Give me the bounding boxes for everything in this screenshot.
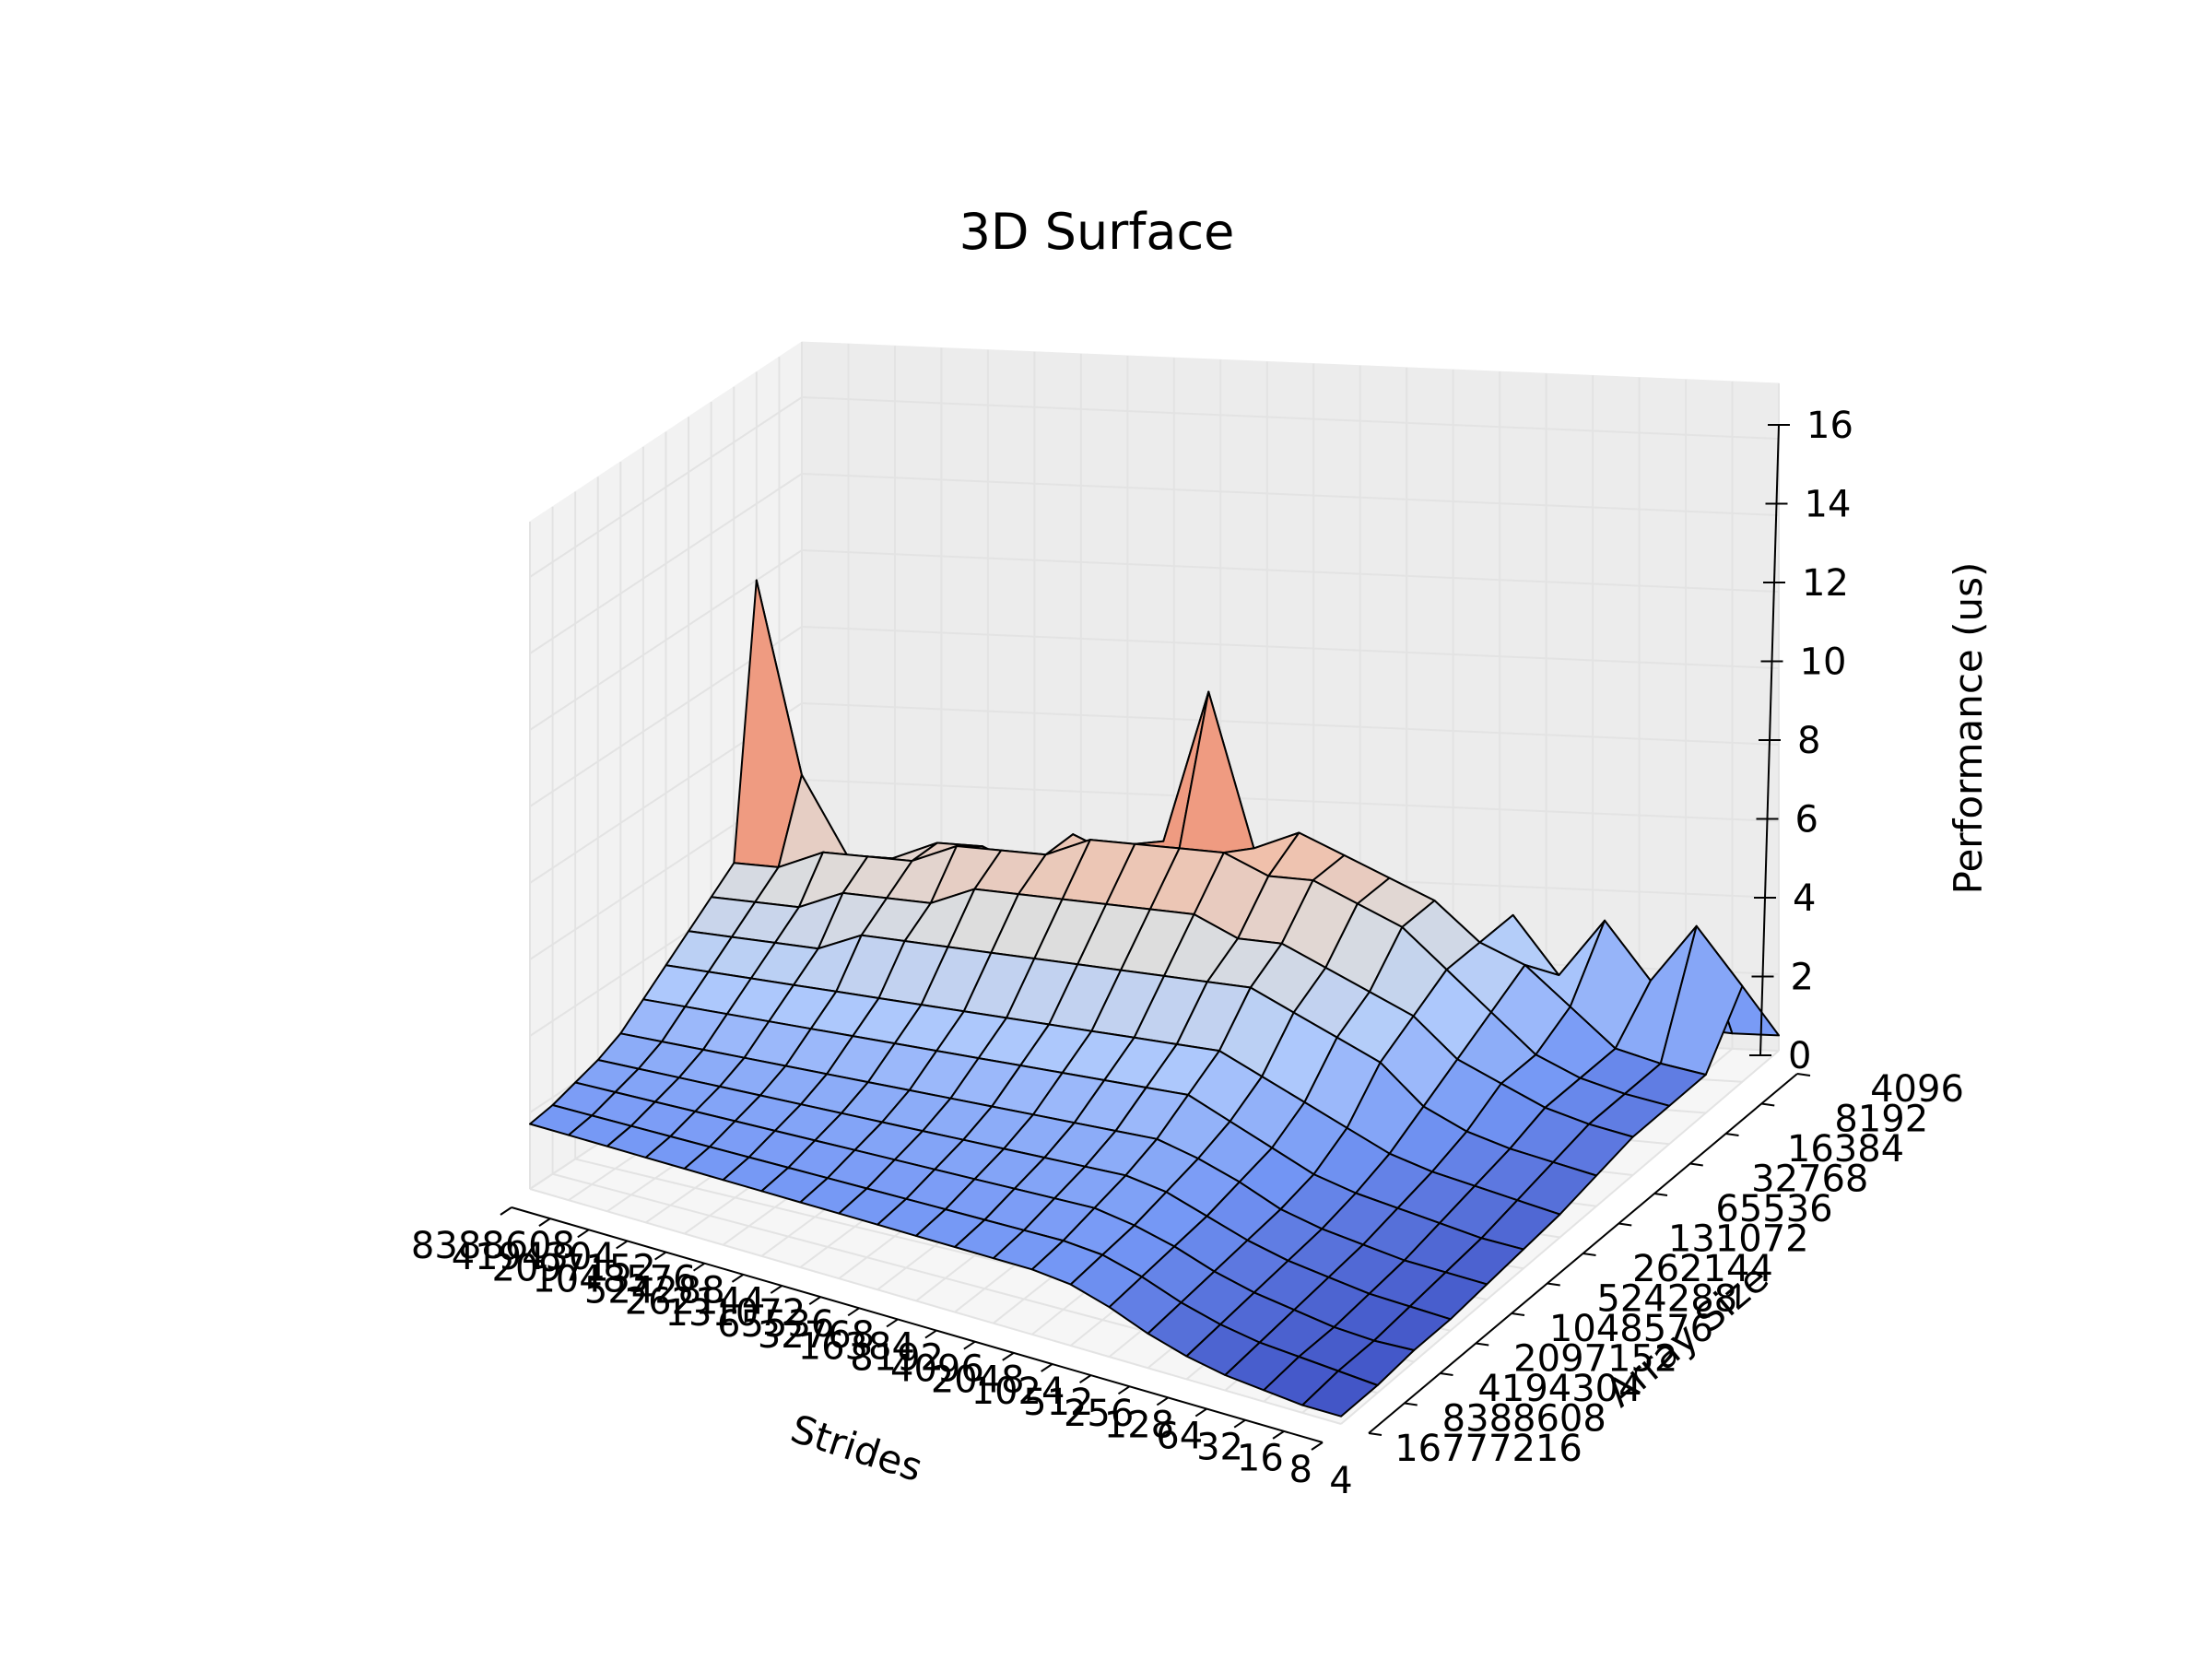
x-tick-label: 2048 xyxy=(931,1359,1025,1402)
y-tick xyxy=(1583,1253,1596,1256)
x-tick xyxy=(1117,1385,1131,1395)
x-tick-label: 262144 xyxy=(625,1281,766,1324)
x-tick xyxy=(692,1262,706,1272)
z-tick-label: 8 xyxy=(1797,720,1820,762)
x-tick-label: 4 xyxy=(1329,1460,1352,1502)
z-axis-label: Performance (us) xyxy=(1946,562,1991,895)
y-tick xyxy=(1725,1133,1739,1136)
x-tick xyxy=(577,1229,590,1239)
z-tick-label: 14 xyxy=(1805,484,1852,526)
x-tick-label: 2097152 xyxy=(492,1247,656,1289)
x-tick-label: 1024 xyxy=(971,1371,1065,1413)
x-tick xyxy=(1233,1418,1246,1429)
axes: 0246810121416838860841943042097152104857… xyxy=(411,405,1964,1502)
x-tick xyxy=(1079,1374,1092,1383)
x-tick xyxy=(616,1240,629,1250)
y-tick-label: 1048576 xyxy=(1549,1308,1713,1350)
x-tick-label: 128 xyxy=(1104,1404,1174,1446)
x-tick-label: 131072 xyxy=(665,1292,806,1335)
y-tick xyxy=(1404,1402,1418,1406)
y-tick-label: 16777216 xyxy=(1394,1428,1583,1470)
y-tick-label: 262144 xyxy=(1632,1248,1773,1290)
y-tick xyxy=(1476,1342,1489,1347)
back-grid-line xyxy=(801,396,1780,440)
back-grid-line xyxy=(801,473,1780,516)
y-tick xyxy=(1761,1102,1775,1107)
x-tick-label: 8388608 xyxy=(411,1225,575,1267)
x-tick xyxy=(1041,1363,1053,1372)
x-tick-label: 8 xyxy=(1288,1449,1312,1491)
x-tick xyxy=(886,1318,899,1328)
z-tick-label: 16 xyxy=(1806,405,1853,447)
x-tick-label: 8192 xyxy=(850,1336,944,1379)
x-tick-label: 32768 xyxy=(758,1314,875,1357)
x-tick xyxy=(924,1329,937,1339)
x-tick-label: 1048576 xyxy=(532,1258,696,1300)
y-tick-label: 131072 xyxy=(1668,1218,1809,1261)
z-tick-label: 10 xyxy=(1800,641,1847,684)
x-tick xyxy=(808,1296,821,1305)
y-tick-label: 4194304 xyxy=(1477,1368,1641,1410)
x-tick-label: 64 xyxy=(1156,1415,1203,1457)
y-tick-label: 32768 xyxy=(1751,1159,1868,1201)
z-tick-label: 2 xyxy=(1791,957,1814,999)
x-tick xyxy=(963,1340,976,1350)
y-tick xyxy=(1368,1432,1382,1436)
x-tick-label: 16384 xyxy=(798,1325,915,1368)
y-tick-label: 16384 xyxy=(1787,1128,1904,1171)
x-axis-label: Strides xyxy=(785,1406,927,1490)
x-tick-label: 524288 xyxy=(584,1270,725,1312)
back-grid-line xyxy=(801,779,1780,822)
y-tick-label: 2097152 xyxy=(1513,1338,1677,1381)
x-tick xyxy=(847,1307,860,1317)
surface-face xyxy=(1301,1370,1379,1418)
x-tick-label: 65536 xyxy=(717,1303,834,1346)
x-tick xyxy=(1272,1430,1285,1440)
y-tick xyxy=(1796,1073,1811,1077)
x-tick xyxy=(654,1251,667,1261)
chart-title: 3D Surface xyxy=(959,203,1235,261)
back-grid-line xyxy=(801,549,1780,593)
y-tick xyxy=(1618,1222,1632,1227)
x-tick xyxy=(538,1218,551,1227)
floor-grid-line xyxy=(529,1188,1342,1425)
x-tick xyxy=(1002,1352,1015,1361)
x-tick xyxy=(1156,1396,1169,1406)
x-tick-label: 32 xyxy=(1196,1427,1243,1469)
z-tick-label: 6 xyxy=(1795,799,1818,841)
y-tick-label: 4096 xyxy=(1870,1068,1964,1111)
x-tick xyxy=(731,1274,744,1283)
y-tick xyxy=(1440,1372,1453,1376)
z-tick-label: 0 xyxy=(1788,1035,1811,1077)
z-tick-label: 4 xyxy=(1793,877,1816,920)
side-grid-line xyxy=(529,396,803,578)
x-tick xyxy=(1194,1407,1207,1418)
x-tick-label: 4194304 xyxy=(452,1236,616,1278)
y-tick-label: 65536 xyxy=(1715,1188,1832,1230)
y-tick xyxy=(1547,1282,1560,1287)
side-grid-line xyxy=(529,473,803,654)
surface-mesh xyxy=(529,579,1780,1418)
x-tick-label: 4096 xyxy=(890,1348,984,1391)
x-tick xyxy=(500,1206,512,1216)
y-tick-label: 524288 xyxy=(1596,1278,1737,1321)
y-tick-label: 8388608 xyxy=(1442,1398,1606,1441)
y-tick-label: 8192 xyxy=(1834,1099,1928,1141)
y-tick xyxy=(1511,1312,1525,1316)
y-tick xyxy=(1689,1162,1703,1167)
x-tick xyxy=(1311,1441,1324,1451)
x-tick xyxy=(770,1285,782,1294)
back-grid-line xyxy=(801,702,1780,746)
back-grid-line xyxy=(801,626,1780,669)
y-tick xyxy=(1653,1193,1668,1196)
x-tick-label: 256 xyxy=(1064,1393,1134,1435)
z-tick-label: 12 xyxy=(1802,562,1849,605)
x-axis-line xyxy=(511,1206,1324,1443)
x-tick-label: 512 xyxy=(1023,1382,1093,1424)
x-tick-label: 16 xyxy=(1237,1438,1284,1480)
